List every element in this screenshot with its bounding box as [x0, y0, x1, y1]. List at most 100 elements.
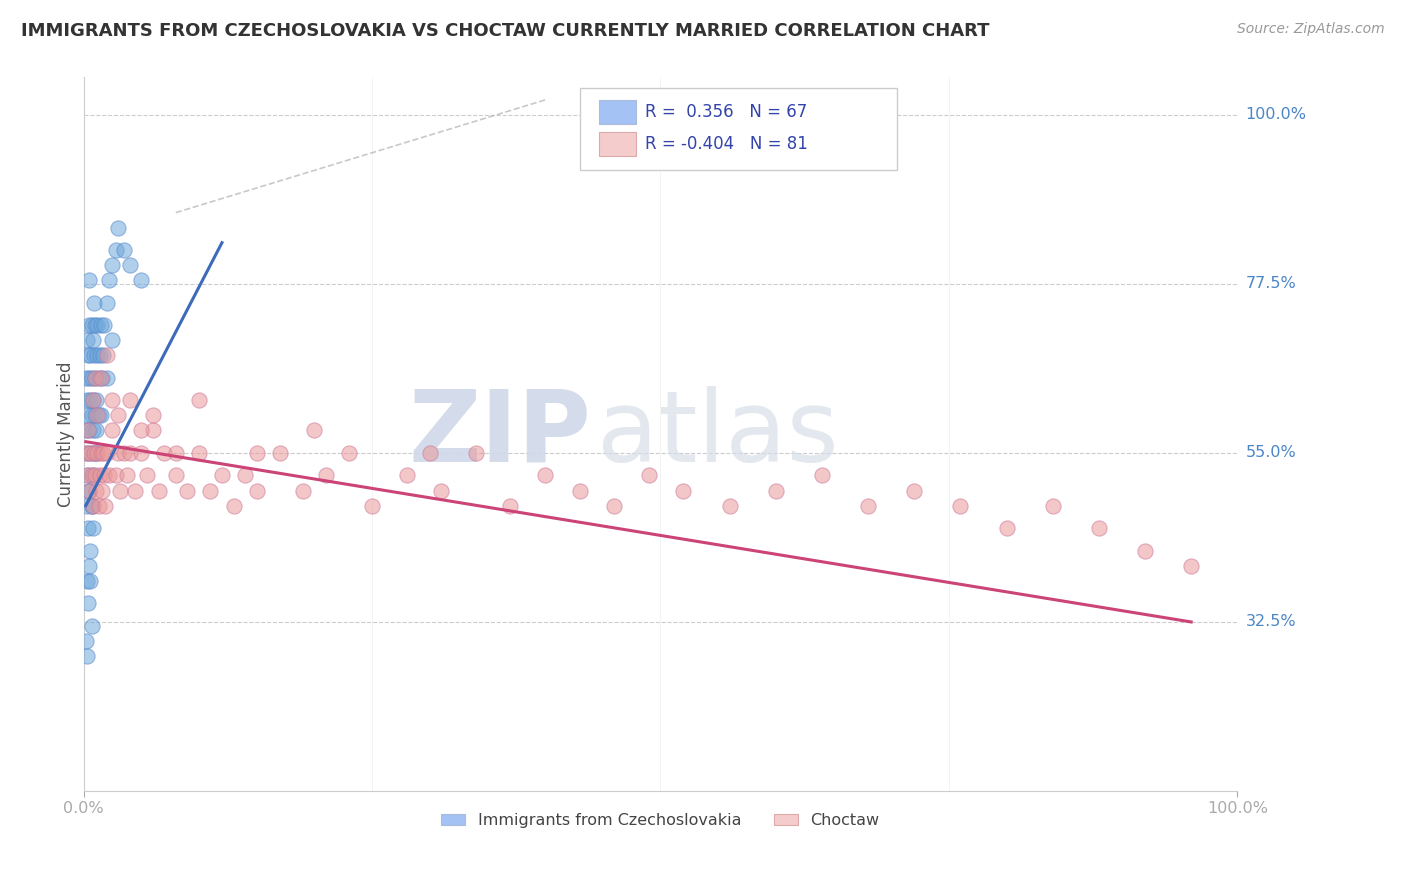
Point: [86, 446, 108, 460]
Point: [80, 409, 103, 423]
Point: [86, 318, 108, 333]
Point: [995, 521, 1018, 535]
Y-axis label: Currently Married: Currently Married: [58, 361, 75, 507]
Point: [79, 424, 101, 438]
Text: R =  0.356   N = 67: R = 0.356 N = 67: [645, 103, 807, 120]
Point: [269, 446, 291, 460]
Text: Source: ZipAtlas.com: Source: ZipAtlas.com: [1237, 22, 1385, 37]
Point: [84, 371, 107, 385]
Point: [361, 499, 384, 513]
Point: [89, 348, 111, 362]
Point: [464, 446, 486, 460]
Point: [86, 348, 108, 362]
Point: [94, 499, 117, 513]
Point: [76, 446, 98, 460]
Point: [107, 446, 129, 460]
Point: [672, 483, 695, 498]
Point: [89, 468, 111, 483]
Point: [187, 446, 209, 460]
Point: [91, 371, 114, 385]
Point: [1088, 521, 1111, 535]
Point: [112, 446, 135, 460]
Point: [142, 424, 165, 438]
Bar: [599, 100, 636, 124]
Point: [395, 468, 418, 483]
Point: [136, 468, 159, 483]
Point: [82, 521, 104, 535]
Point: [75, 424, 97, 438]
Point: [118, 393, 141, 408]
Point: [97, 468, 120, 483]
Point: [90, 446, 112, 460]
Point: [79, 348, 101, 362]
Point: [1042, 499, 1064, 513]
Point: [77, 521, 100, 535]
Point: [75, 371, 97, 385]
Point: [90, 318, 112, 333]
Point: [603, 499, 626, 513]
Point: [856, 499, 879, 513]
Point: [80, 318, 103, 333]
Text: ZIP: ZIP: [408, 385, 591, 483]
Point: [82, 393, 104, 408]
Point: [79, 273, 101, 287]
Point: [93, 318, 115, 333]
Point: [110, 483, 132, 498]
Point: [76, 334, 98, 348]
Point: [222, 499, 245, 513]
Point: [91, 348, 114, 362]
Point: [83, 446, 105, 460]
Point: [84, 446, 107, 460]
Point: [79, 371, 101, 385]
Point: [87, 499, 110, 513]
Point: [91, 446, 114, 460]
Point: [165, 468, 187, 483]
Point: [165, 446, 187, 460]
Point: [96, 295, 118, 310]
Point: [84, 371, 107, 385]
Point: [304, 424, 326, 438]
Point: [83, 348, 105, 362]
Point: [83, 446, 105, 460]
Point: [1180, 558, 1202, 573]
Point: [245, 483, 267, 498]
Point: [499, 499, 522, 513]
Point: [86, 409, 108, 423]
Point: [91, 483, 114, 498]
Point: [718, 499, 741, 513]
Point: [568, 483, 591, 498]
Point: [117, 468, 139, 483]
Point: [245, 446, 267, 460]
Point: [142, 409, 165, 423]
Point: [233, 468, 256, 483]
Point: [107, 220, 129, 235]
Point: [77, 348, 100, 362]
Point: [129, 446, 152, 460]
Point: [79, 574, 101, 588]
Point: [84, 393, 107, 408]
Point: [76, 393, 98, 408]
Point: [430, 483, 453, 498]
Point: [79, 483, 101, 498]
Point: [75, 446, 97, 460]
Point: [101, 424, 124, 438]
Point: [80, 618, 103, 632]
Point: [80, 499, 103, 513]
Text: 77.5%: 77.5%: [1246, 277, 1296, 292]
Text: atlas: atlas: [598, 385, 838, 483]
Point: [187, 393, 209, 408]
Point: [97, 273, 120, 287]
Point: [87, 409, 110, 423]
Point: [84, 424, 107, 438]
Point: [811, 468, 834, 483]
Point: [200, 483, 222, 498]
Point: [148, 483, 170, 498]
Point: [79, 318, 101, 333]
Point: [129, 424, 152, 438]
Point: [949, 499, 972, 513]
Point: [82, 424, 104, 438]
Text: 100.0%: 100.0%: [1246, 108, 1306, 122]
Point: [101, 258, 124, 272]
Text: 32.5%: 32.5%: [1246, 615, 1296, 630]
Point: [79, 483, 101, 498]
